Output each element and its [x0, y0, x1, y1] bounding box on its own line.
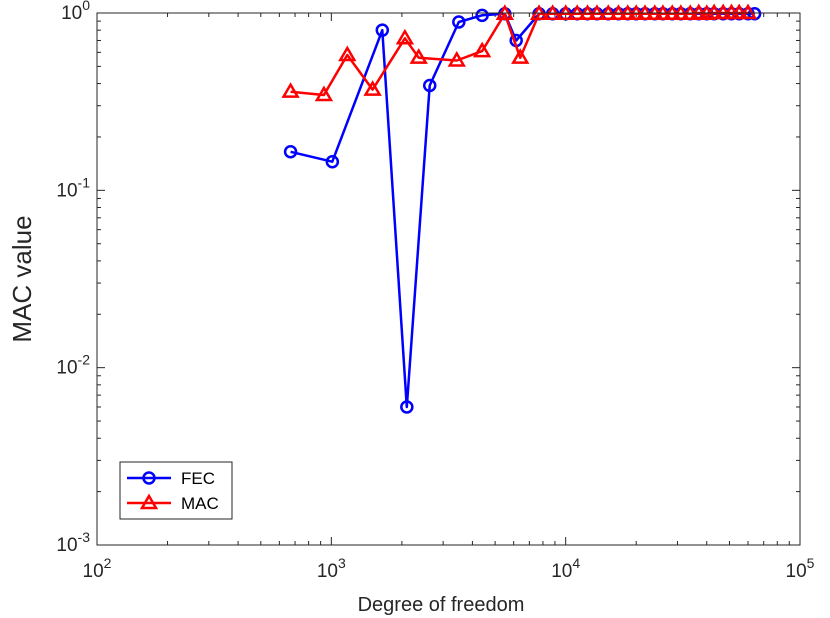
- data-point-mac: [511, 48, 530, 64]
- data-point-fec: [400, 400, 414, 414]
- data-point-mac: [472, 41, 492, 58]
- legend-label-fec: FEC: [181, 469, 215, 488]
- x-tick-label: 104: [551, 555, 580, 582]
- plot-area: 102 103 104 105 10-3 10-2 10-1 100: [56, 0, 814, 582]
- data-point-mac: [395, 28, 415, 45]
- legend: FEC MAC: [119, 461, 233, 520]
- plot-background: [97, 13, 800, 545]
- data-point-fec: [375, 23, 390, 37]
- data-point-mac: [704, 3, 724, 20]
- data-point-mac: [314, 85, 334, 102]
- data-point-mac: [729, 3, 749, 20]
- y-axis-label: MAC value: [7, 215, 37, 342]
- data-point-fec: [475, 8, 489, 23]
- y-tick-label: 100: [61, 0, 90, 24]
- x-tick-label: 105: [786, 555, 815, 582]
- plot-frame: [96, 12, 801, 546]
- data-point-mac: [281, 82, 300, 98]
- legend-entry-fec: FEC: [127, 469, 215, 488]
- data-point-mac: [409, 48, 428, 64]
- minor-ticks: [97, 13, 800, 545]
- y-tick-label: 10-2: [56, 352, 90, 379]
- legend-label-mac: MAC: [181, 494, 219, 513]
- data-point-mac: [447, 50, 466, 67]
- data-point-mac: [338, 45, 357, 62]
- legend-box: [119, 461, 233, 520]
- legend-entry-mac: MAC: [127, 493, 219, 513]
- legend-marker-fec: [142, 471, 156, 485]
- x-axis-label: Degree of freedom: [358, 594, 525, 616]
- x-tick-label: 103: [317, 555, 346, 582]
- legend-marker-mac: [139, 493, 159, 510]
- data-point-mac: [738, 3, 758, 20]
- data-point-fec: [422, 78, 437, 93]
- y-tick-label: 10-1: [56, 174, 90, 201]
- data-point-fec: [747, 7, 762, 21]
- data-point-fec: [283, 145, 298, 159]
- data-point-fec: [452, 15, 466, 29]
- y-tick-label: 10-3: [56, 529, 90, 556]
- data-point-fec: [325, 154, 340, 169]
- x-tick-label: 102: [83, 555, 112, 582]
- data-point-mac: [363, 80, 382, 96]
